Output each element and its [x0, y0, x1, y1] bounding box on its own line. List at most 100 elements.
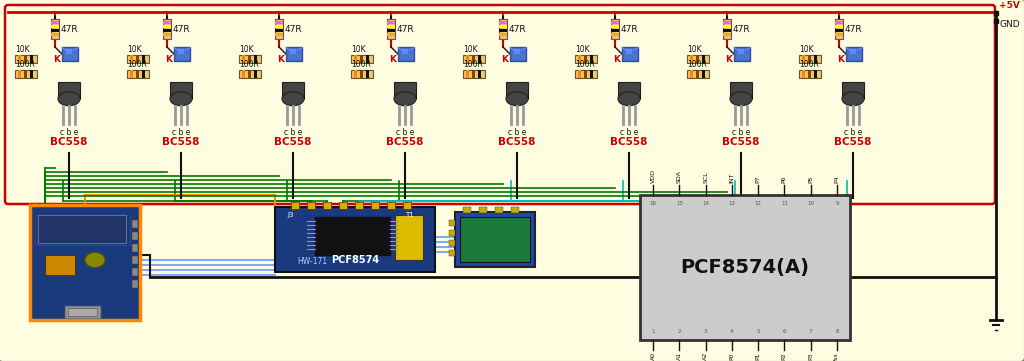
Text: BC558: BC558: [722, 137, 760, 147]
Bar: [132, 220, 138, 228]
Bar: [30, 205, 140, 320]
Bar: [455, 212, 535, 267]
Bar: [66, 49, 72, 54]
Text: SDA: SDA: [677, 170, 682, 183]
Bar: [584, 55, 587, 63]
Text: 100R: 100R: [351, 60, 371, 69]
Text: 10K: 10K: [351, 45, 366, 54]
Bar: [254, 70, 257, 78]
Ellipse shape: [58, 92, 80, 106]
Bar: [687, 70, 709, 78]
Ellipse shape: [506, 92, 528, 106]
Bar: [460, 217, 530, 262]
Text: BC558: BC558: [163, 137, 200, 147]
Bar: [242, 55, 245, 63]
Bar: [58, 82, 80, 99]
Text: 47R: 47R: [509, 25, 526, 34]
Text: 47R: 47R: [733, 25, 751, 34]
Bar: [130, 55, 133, 63]
Text: 10K: 10K: [127, 45, 141, 54]
Text: c b e: c b e: [732, 128, 751, 137]
Ellipse shape: [282, 92, 304, 106]
Text: VDD: VDD: [650, 169, 655, 183]
Bar: [387, 29, 395, 32]
Text: A0: A0: [650, 352, 655, 360]
Bar: [387, 25, 395, 28]
Bar: [495, 207, 503, 213]
Bar: [690, 55, 693, 63]
Text: 47R: 47R: [173, 25, 190, 34]
Bar: [514, 49, 520, 54]
Text: BC558: BC558: [50, 137, 88, 147]
Bar: [387, 202, 395, 209]
Text: 5: 5: [757, 329, 760, 334]
Bar: [51, 21, 59, 24]
Bar: [479, 207, 487, 213]
Text: c b e: c b e: [284, 128, 302, 137]
Bar: [354, 70, 357, 78]
Text: BC558: BC558: [610, 137, 648, 147]
Bar: [307, 202, 315, 209]
Text: 15: 15: [676, 201, 683, 206]
Text: 100R: 100R: [799, 60, 819, 69]
Text: 100R: 100R: [239, 60, 259, 69]
Bar: [142, 55, 145, 63]
Text: Vss: Vss: [835, 352, 840, 361]
Ellipse shape: [394, 92, 416, 106]
Bar: [163, 29, 171, 32]
Text: c b e: c b e: [59, 128, 78, 137]
Bar: [68, 308, 97, 316]
Text: c b e: c b e: [172, 128, 190, 137]
Bar: [291, 202, 299, 209]
Bar: [248, 70, 251, 78]
Bar: [702, 55, 705, 63]
Text: P1: P1: [756, 352, 761, 360]
Bar: [687, 55, 709, 63]
Bar: [611, 33, 618, 36]
Text: T1: T1: [406, 212, 414, 218]
Bar: [846, 47, 862, 61]
Text: 13: 13: [728, 201, 735, 206]
Bar: [127, 70, 150, 78]
Bar: [835, 29, 843, 32]
Text: 100R: 100R: [127, 60, 146, 69]
Bar: [799, 55, 821, 63]
Bar: [799, 70, 821, 78]
Bar: [275, 33, 283, 36]
Text: 47R: 47R: [621, 25, 639, 34]
Bar: [170, 82, 193, 99]
Bar: [395, 215, 423, 260]
Text: 100R: 100R: [575, 60, 595, 69]
Bar: [842, 82, 864, 99]
Text: 47R: 47R: [285, 25, 303, 34]
Bar: [499, 25, 507, 28]
Bar: [24, 70, 27, 78]
Bar: [142, 70, 145, 78]
Bar: [499, 29, 507, 32]
Text: GND: GND: [999, 20, 1020, 29]
Bar: [730, 82, 752, 99]
Bar: [802, 55, 805, 63]
Bar: [136, 70, 139, 78]
Bar: [449, 250, 455, 256]
Text: 10K: 10K: [575, 45, 590, 54]
Bar: [478, 55, 481, 63]
Bar: [611, 29, 618, 32]
Bar: [15, 70, 37, 78]
Bar: [590, 55, 593, 63]
Text: 47R: 47R: [61, 25, 79, 34]
Bar: [466, 70, 469, 78]
Bar: [387, 33, 395, 36]
Bar: [622, 47, 638, 61]
Text: 6: 6: [782, 329, 786, 334]
Bar: [835, 33, 843, 36]
Bar: [290, 49, 296, 54]
Bar: [835, 25, 843, 28]
Bar: [62, 47, 78, 61]
Text: 10K: 10K: [687, 45, 701, 54]
Bar: [163, 33, 171, 36]
Bar: [618, 82, 640, 99]
Ellipse shape: [842, 92, 864, 106]
Bar: [626, 49, 632, 54]
Bar: [136, 55, 139, 63]
